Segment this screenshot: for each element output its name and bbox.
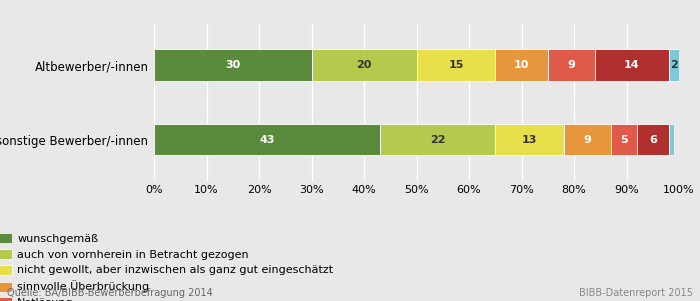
Text: 6: 6 [649, 135, 657, 144]
Text: 15: 15 [448, 60, 463, 70]
Bar [610, 124, 637, 155]
Text: BIBB-Datenreport 2015: BIBB-Datenreport 2015 [579, 288, 693, 298]
Text: Quelle: BA/BIBB-Bewerberbefragung 2014: Quelle: BA/BIBB-Bewerberbefragung 2014 [7, 288, 213, 298]
Text: 43: 43 [259, 135, 274, 144]
Bar [668, 124, 673, 155]
Text: 5: 5 [620, 135, 628, 144]
Text: 2: 2 [670, 60, 678, 70]
Bar [416, 49, 496, 81]
Bar [154, 49, 312, 81]
Bar [637, 124, 668, 155]
Bar [379, 124, 496, 155]
Bar [154, 124, 379, 155]
Bar [564, 124, 610, 155]
Text: 9: 9 [583, 135, 591, 144]
Text: 9: 9 [568, 60, 575, 70]
Bar [312, 49, 416, 81]
Text: 10: 10 [514, 60, 529, 70]
Bar [595, 49, 668, 81]
Legend: wunschgemäß, auch von vornherein in Betracht gezogen, nicht gewollt, aber inzwis: wunschgemäß, auch von vornherein in Betr… [0, 233, 333, 301]
Bar [547, 49, 595, 81]
Text: 30: 30 [225, 60, 240, 70]
Text: 14: 14 [624, 60, 640, 70]
Bar [496, 124, 564, 155]
Text: 22: 22 [430, 135, 445, 144]
Bar [668, 49, 679, 81]
Text: 13: 13 [522, 135, 537, 144]
Text: 20: 20 [356, 60, 372, 70]
Bar [496, 49, 547, 81]
